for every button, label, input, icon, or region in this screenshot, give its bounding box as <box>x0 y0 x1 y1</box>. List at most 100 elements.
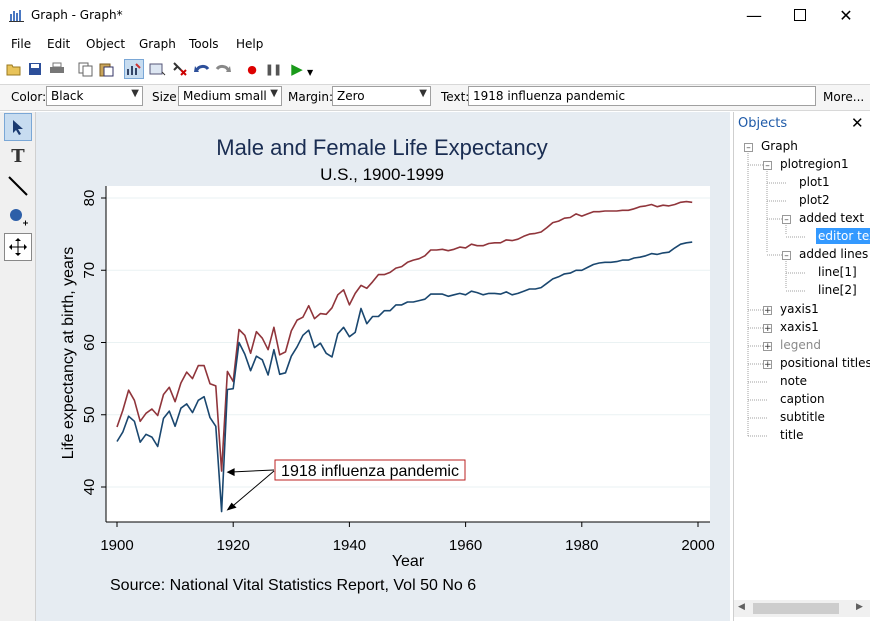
margin-select[interactable]: Zero ▼ <box>332 86 431 106</box>
tree-item-caption[interactable]: caption <box>780 392 825 406</box>
redo-icon[interactable] <box>213 59 233 79</box>
menu-object[interactable]: Object <box>86 37 126 51</box>
maximize-icon[interactable] <box>777 0 823 30</box>
series-line-1 <box>116 200 693 472</box>
save-icon[interactable] <box>25 59 45 79</box>
life-expectancy-chart[interactable]: 40 50 60 70 80 1900 1920 1940 1960 1980 2000 Male a… <box>36 112 730 621</box>
more-button[interactable]: More... <box>823 90 865 104</box>
tree-item-plot2[interactable]: plot2 <box>799 193 830 207</box>
color-label: Color: <box>11 90 47 104</box>
copy-icon[interactable] <box>76 59 96 79</box>
y-tick-label: 70 <box>81 262 98 279</box>
close-pane-icon[interactable]: ✕ <box>851 114 864 132</box>
tree-item-added-text[interactable]: added text <box>799 211 865 225</box>
menu-edit[interactable]: Edit <box>47 37 71 51</box>
record-icon[interactable]: ● <box>247 62 257 76</box>
annotation-arrow-1 <box>228 469 275 473</box>
expand-icon[interactable]: + <box>763 306 772 316</box>
close-icon[interactable]: ✕ <box>839 5 853 25</box>
graph-note: Source: National Vital Statistics Report… <box>110 577 476 594</box>
annotation-arrowhead-1 <box>226 468 235 477</box>
undo-icon[interactable] <box>192 59 212 79</box>
tree-item-note[interactable]: note <box>780 374 808 388</box>
app-icon <box>9 10 24 22</box>
collapse-icon[interactable]: – <box>763 161 772 171</box>
graph-title: Male and Female Life Expectancy <box>216 135 547 160</box>
color-select[interactable]: Black ▼ <box>46 86 143 106</box>
menu-help[interactable]: Help <box>236 37 264 51</box>
marker-tool-icon[interactable] <box>4 202 32 230</box>
text-input[interactable]: 1918 influenza pandemic <box>468 86 816 106</box>
menu-graph[interactable]: Graph <box>139 37 176 51</box>
chevron-down-icon: ▼ <box>270 88 278 99</box>
tree-item-graph[interactable]: Graph <box>761 139 798 153</box>
object-tree: – Graph – plotregion1 plot1 plot2 – adde… <box>734 134 870 599</box>
collapse-icon[interactable]: – <box>782 251 791 261</box>
collapse-icon[interactable]: – <box>744 143 753 153</box>
tree-item-title[interactable]: title <box>780 428 804 442</box>
text-label: Text: <box>441 90 470 104</box>
annotation-arrowhead-2 <box>226 502 237 511</box>
y-tick-label: 60 <box>81 334 98 351</box>
play-icon[interactable]: ▶ <box>291 60 303 78</box>
tree-item-yaxis1[interactable]: yaxis1 <box>780 302 819 316</box>
x-tick-label: 1940 <box>333 537 366 554</box>
grid-edit-tool-icon[interactable] <box>4 233 32 261</box>
scroll-left-icon[interactable]: ◀ <box>738 602 745 612</box>
series-line-2 <box>116 241 693 513</box>
pause-icon[interactable]: ❚❚ <box>264 62 282 76</box>
play-dropdown-icon[interactable]: ▼ <box>307 68 314 77</box>
contextual-toolbar: Color: Black ▼ Size: Medium small ▼ Marg… <box>0 84 870 111</box>
tree-item-legend[interactable]: legend <box>780 338 821 352</box>
tree-item-positional-titles[interactable]: positional titles <box>780 356 870 370</box>
collapse-icon[interactable]: – <box>782 215 791 225</box>
menu-tools[interactable]: Tools <box>189 37 219 51</box>
y-tick-label: 50 <box>81 406 98 423</box>
text-tool-icon[interactable]: T <box>11 145 25 167</box>
toolbar: ● ❚❚ ▶ ▼ <box>0 56 320 83</box>
chevron-down-icon: ▼ <box>419 88 427 99</box>
line-tool-icon[interactable] <box>4 172 32 200</box>
tree-item-plot1[interactable]: plot1 <box>799 175 830 189</box>
color-value: Black <box>51 89 84 103</box>
tree-item-plotregion1[interactable]: plotregion1 <box>780 157 849 171</box>
tree-item-editor-text[interactable]: editor tex <box>816 228 870 244</box>
print-icon[interactable] <box>47 59 67 79</box>
tool-palette: T <box>0 112 36 621</box>
size-select[interactable]: Medium small ▼ <box>178 86 282 106</box>
size-value: Medium small <box>183 89 267 103</box>
menu-file[interactable]: File <box>11 37 32 51</box>
text-input-value: 1918 influenza pandemic <box>473 89 626 103</box>
tree-item-line2[interactable]: line[2] <box>818 283 857 297</box>
tree-item-line1[interactable]: line[1] <box>818 265 857 279</box>
graph-editor-icon[interactable] <box>124 59 144 79</box>
tree-item-xaxis1[interactable]: xaxis1 <box>780 320 819 334</box>
tree-item-subtitle[interactable]: subtitle <box>780 410 825 424</box>
delete-icon[interactable] <box>170 59 190 79</box>
x-tick-label: 1960 <box>449 537 482 554</box>
objects-header: Objects <box>738 116 788 131</box>
annotation-arrow-2 <box>228 470 275 510</box>
scroll-right-icon[interactable]: ▶ <box>856 602 863 612</box>
x-axis-title: Year <box>392 553 425 570</box>
menu-bar: File Edit Object Graph Tools Help <box>0 34 870 54</box>
graph-recorder-icon[interactable] <box>148 59 168 79</box>
x-tick-label: 1980 <box>565 537 598 554</box>
tree-guides <box>747 147 806 437</box>
expand-icon[interactable]: + <box>763 324 772 334</box>
expand-icon[interactable]: + <box>763 360 772 370</box>
pointer-tool-icon[interactable] <box>4 113 32 141</box>
title-bar: Graph - Graph* — ✕ <box>0 0 870 30</box>
graph-canvas[interactable]: 40 50 60 70 80 1900 1920 1940 1960 1980 2000 Male a… <box>36 112 730 621</box>
chevron-down-icon: ▼ <box>131 88 139 99</box>
open-icon[interactable] <box>4 59 24 79</box>
size-label: Size: <box>152 90 181 104</box>
tree-item-added-lines[interactable]: added lines <box>799 247 869 261</box>
horizontal-scrollbar[interactable]: ◀ ▶ <box>734 600 870 617</box>
paste-icon[interactable] <box>97 59 117 79</box>
scrollbar-thumb[interactable] <box>753 603 839 614</box>
expand-icon[interactable]: + <box>763 342 772 352</box>
objects-browser: Objects ✕ – Graph – plotregion1 plot1 pl… <box>733 112 870 621</box>
minimize-icon[interactable]: — <box>746 5 762 25</box>
annotation-text: 1918 influenza pandemic <box>281 463 459 480</box>
